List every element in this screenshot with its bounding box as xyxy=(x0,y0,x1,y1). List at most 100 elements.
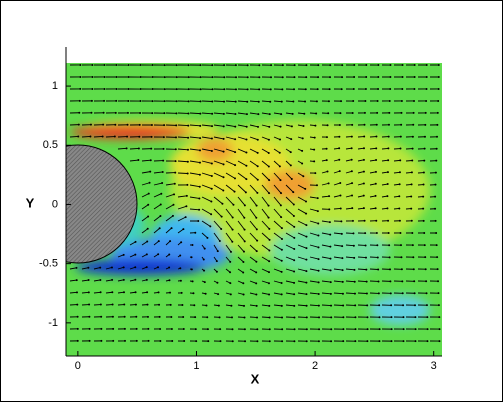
vector-head xyxy=(198,173,201,176)
vector-head xyxy=(412,99,415,102)
vector-head xyxy=(210,187,213,190)
vector-head xyxy=(425,75,428,78)
vector-head xyxy=(186,183,189,186)
vector-head xyxy=(317,222,320,225)
vector xyxy=(273,172,281,181)
vector-head xyxy=(399,231,402,234)
vector xyxy=(357,280,367,283)
vector-head xyxy=(425,87,428,90)
vector-head xyxy=(216,250,219,253)
vector-head xyxy=(173,182,176,185)
vector-head xyxy=(436,111,439,114)
vector xyxy=(165,183,175,186)
vector-head xyxy=(270,76,273,79)
vector-head xyxy=(437,304,440,307)
vector xyxy=(273,124,281,128)
vector-head xyxy=(122,278,125,281)
vector-head xyxy=(376,99,379,102)
vector-head xyxy=(79,75,82,78)
vector-head xyxy=(425,99,428,102)
vector-head xyxy=(220,228,223,231)
vector-head xyxy=(341,64,344,67)
vector xyxy=(177,172,188,174)
vector xyxy=(153,227,160,234)
vector xyxy=(177,160,188,163)
vector-head xyxy=(435,244,438,247)
vector-head xyxy=(362,147,365,150)
vector-head xyxy=(122,291,125,294)
vector-head xyxy=(159,214,162,217)
vector-head xyxy=(305,200,308,203)
vector xyxy=(309,208,318,212)
vector-head xyxy=(111,315,114,318)
vector-head xyxy=(231,340,234,343)
vector-head xyxy=(180,291,183,294)
vector-head xyxy=(329,245,332,248)
vector xyxy=(105,267,113,270)
vector xyxy=(333,195,341,198)
vector-head xyxy=(354,340,357,343)
vector-head xyxy=(137,147,140,150)
vector-head xyxy=(280,293,283,296)
vector xyxy=(213,136,224,140)
vector-head xyxy=(270,64,273,67)
vector xyxy=(213,196,223,205)
vector-head xyxy=(327,182,330,185)
y-tick-label: 0 xyxy=(52,198,58,210)
vector xyxy=(213,232,221,242)
vector-head xyxy=(255,250,258,253)
vector xyxy=(261,112,270,115)
vector xyxy=(333,208,341,210)
vector xyxy=(249,160,258,167)
vector-head xyxy=(350,170,353,173)
vector-head xyxy=(374,170,377,173)
vector-head xyxy=(163,100,166,103)
vector xyxy=(273,184,282,194)
vector-head xyxy=(292,203,295,206)
vector-head xyxy=(203,281,206,284)
vector-head xyxy=(438,340,441,343)
vector-head xyxy=(426,340,429,343)
vector-head xyxy=(413,64,416,67)
vector-head xyxy=(242,293,245,296)
vector-head xyxy=(268,260,271,263)
vector-head xyxy=(366,316,369,319)
vector-head xyxy=(304,100,307,103)
vector-head xyxy=(229,250,232,253)
vector xyxy=(225,232,233,242)
vector-head xyxy=(329,257,332,260)
vector-head xyxy=(159,339,162,342)
vector-head xyxy=(210,137,213,140)
vector-head xyxy=(434,183,437,186)
vector-head xyxy=(199,88,202,91)
vector-head xyxy=(243,316,246,319)
vector-head xyxy=(293,236,296,239)
vector-head xyxy=(317,64,320,67)
vector xyxy=(141,193,149,198)
vector-head xyxy=(157,240,160,243)
vector-head xyxy=(89,123,92,126)
vector-head xyxy=(280,248,283,251)
vector-head xyxy=(244,191,247,194)
vector-head xyxy=(375,135,378,138)
vector xyxy=(249,220,258,230)
y-tick-label: -0.5 xyxy=(39,258,58,270)
vector-head xyxy=(413,87,416,90)
vector-head xyxy=(438,328,441,331)
vector-head xyxy=(350,135,353,138)
vector xyxy=(297,292,307,295)
vector-head xyxy=(172,203,175,206)
vector-head xyxy=(255,260,258,263)
vector-head xyxy=(195,340,198,343)
vector-head xyxy=(175,100,178,103)
vector-head xyxy=(255,204,258,207)
vector-head xyxy=(390,304,393,307)
vector-head xyxy=(410,171,413,174)
vector-head xyxy=(193,304,196,307)
vector-head xyxy=(246,88,249,91)
vector-head xyxy=(126,123,129,126)
vector xyxy=(105,291,113,294)
vector xyxy=(213,100,225,103)
vector-head xyxy=(293,248,296,251)
